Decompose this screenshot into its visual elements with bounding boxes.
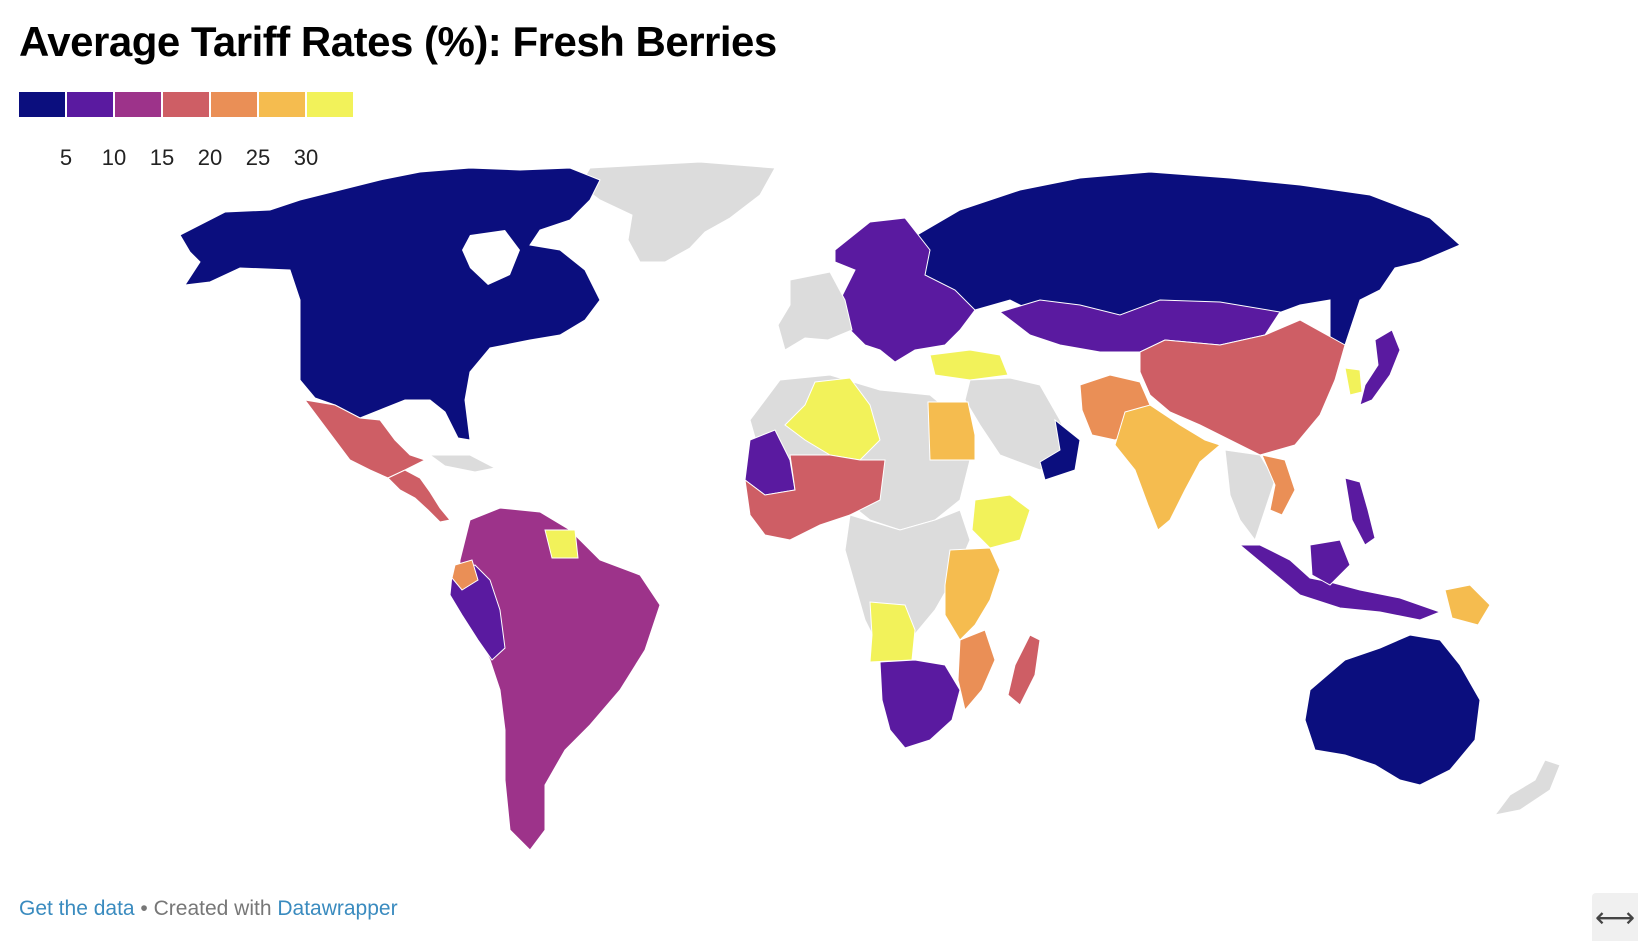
japan[interactable] (1359, 329, 1401, 406)
legend-tick-label: 30 (293, 145, 319, 170)
china[interactable] (1139, 319, 1346, 456)
central-america[interactable] (387, 469, 451, 523)
greenland[interactable] (579, 161, 776, 263)
papua-new-guinea[interactable] (1444, 584, 1491, 626)
new-zealand[interactable] (1493, 759, 1561, 816)
ecuador[interactable] (451, 559, 479, 591)
egypt[interactable] (927, 401, 976, 461)
legend-tick-label: 15 (149, 145, 175, 170)
indonesia[interactable] (1238, 544, 1442, 621)
footer-separator: • Created with (134, 897, 278, 920)
hudson-bay (462, 230, 520, 285)
west-africa[interactable] (744, 454, 886, 541)
expand-icon[interactable]: ⟷ (1592, 893, 1638, 941)
mainland-southeast-asia[interactable] (1224, 449, 1276, 542)
madagascar[interactable] (1007, 634, 1041, 706)
legend-swatch (259, 92, 305, 117)
legend-swatch (19, 92, 65, 117)
guianas[interactable] (544, 529, 579, 559)
borneo[interactable] (1309, 539, 1351, 586)
page-title: Average Tariff Rates (%): Fresh Berries (19, 18, 777, 65)
philippines[interactable] (1344, 477, 1376, 546)
southern-africa[interactable] (879, 659, 961, 749)
south-america[interactable] (457, 507, 661, 851)
color-legend: 5 10 15 20 25 30 (19, 92, 359, 170)
legend-tick-label: 5 (59, 145, 73, 170)
vietnam[interactable] (1261, 454, 1296, 516)
legend-swatch (211, 92, 257, 117)
oman[interactable] (1039, 418, 1081, 481)
legend-swatch (115, 92, 161, 117)
legend-swatch (67, 92, 113, 117)
get-data-link[interactable]: Get the data (19, 897, 135, 920)
legend-tick-label: 10 (101, 145, 127, 170)
east-africa[interactable] (944, 547, 1001, 641)
legend-tick-label: 20 (197, 145, 223, 170)
world-map (179, 161, 1561, 851)
legend-swatch (307, 92, 353, 117)
caribbean[interactable] (428, 454, 497, 473)
north-america[interactable] (179, 167, 601, 441)
mozambique[interactable] (957, 629, 996, 712)
india[interactable] (1114, 404, 1221, 531)
legend-swatches (19, 92, 359, 117)
western-europe[interactable] (777, 271, 853, 351)
legend-swatch (163, 92, 209, 117)
south-korea[interactable] (1344, 367, 1363, 396)
legend-ticks: 5 10 15 20 25 30 (19, 117, 359, 170)
footer: Get the data • Created with Datawrapper (19, 897, 398, 921)
datawrapper-link[interactable]: Datawrapper (277, 897, 398, 920)
australia[interactable] (1304, 634, 1481, 786)
legend-tick-label: 25 (245, 145, 271, 170)
turkey[interactable] (929, 349, 1009, 381)
mexico[interactable] (303, 399, 427, 479)
ethiopia[interactable] (971, 494, 1031, 549)
